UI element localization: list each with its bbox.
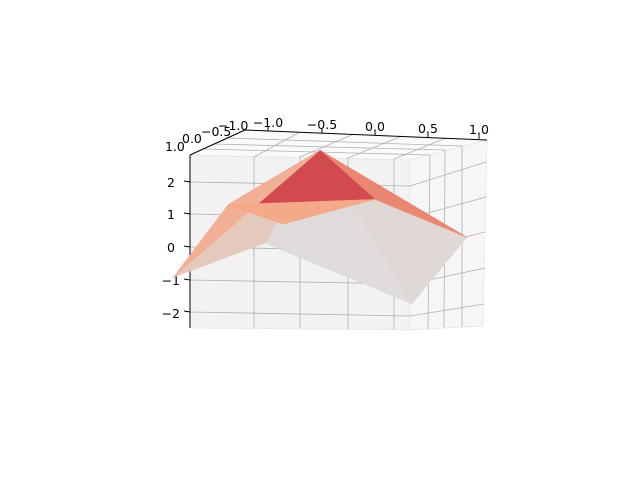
y-tick-label: −1.0 [218,118,248,133]
axis-lines [189,129,488,328]
surface [172,149,468,305]
surface-facet [172,149,321,278]
y-tick-label: −0.5 [201,124,231,139]
x-tick-label: −1.0 [253,115,283,130]
y-tick-label: 0.0 [182,131,202,146]
z-tick-label: −2 [162,306,180,321]
x-axis-ticks [267,126,480,139]
x-tick-label: 0.5 [418,121,438,136]
z-tick-label: 1 [167,207,175,222]
z-tick-label: 0 [167,240,175,255]
x-tick-label: 0.0 [365,119,385,134]
z-axis-ticks [183,180,191,313]
x-tick-label: 1.0 [469,122,489,137]
y-tick-label: 1.0 [165,139,185,154]
x-tick-label: −0.5 [307,117,337,132]
z-tick-label: 2 [167,175,175,190]
surface-facet [227,199,376,225]
